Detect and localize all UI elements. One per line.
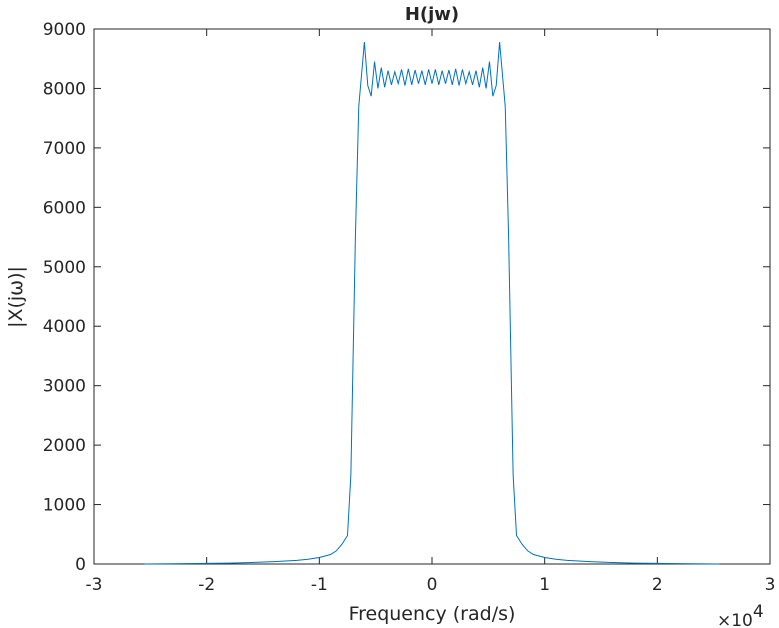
x-axis-ticks: -3 -2 -1 0 1 2 3 — [86, 29, 776, 595]
y-tick-label: 2000 — [43, 436, 86, 456]
y-tick-label: 5000 — [43, 258, 86, 278]
x-axis-exponent: ×104 — [717, 602, 764, 628]
plot-area — [93, 28, 771, 565]
chart-title: H(jw) — [405, 4, 459, 25]
y-tick-label: 4000 — [43, 317, 86, 337]
y-axis-ticks: 0 1000 2000 3000 4000 5000 6000 7000 8000 9000 — [43, 20, 770, 575]
x-tick-label: 1 — [539, 575, 550, 595]
y-tick-label: 0 — [75, 555, 86, 575]
x-tick-label: -3 — [86, 575, 103, 595]
x-axis-label: Frequency (rad/s) — [349, 603, 516, 625]
y-tick-label: 6000 — [43, 198, 86, 218]
y-tick-label: 7000 — [43, 139, 86, 159]
x-tick-label: -1 — [311, 575, 328, 595]
x-tick-label: -2 — [198, 575, 215, 595]
x-tick-label: 0 — [427, 575, 438, 595]
y-tick-label: 9000 — [43, 20, 86, 40]
y-tick-label: 1000 — [43, 496, 86, 516]
x-axis-exponent-power: 4 — [753, 602, 764, 622]
y-tick-label: 3000 — [43, 377, 86, 397]
x-tick-label: 2 — [652, 575, 663, 595]
y-axis-label: |X(jω)| — [5, 266, 27, 328]
y-tick-label: 8000 — [43, 79, 86, 99]
x-axis-exponent-base: ×10 — [717, 611, 753, 628]
x-tick-label: 3 — [765, 575, 776, 595]
series-line — [144, 42, 720, 565]
